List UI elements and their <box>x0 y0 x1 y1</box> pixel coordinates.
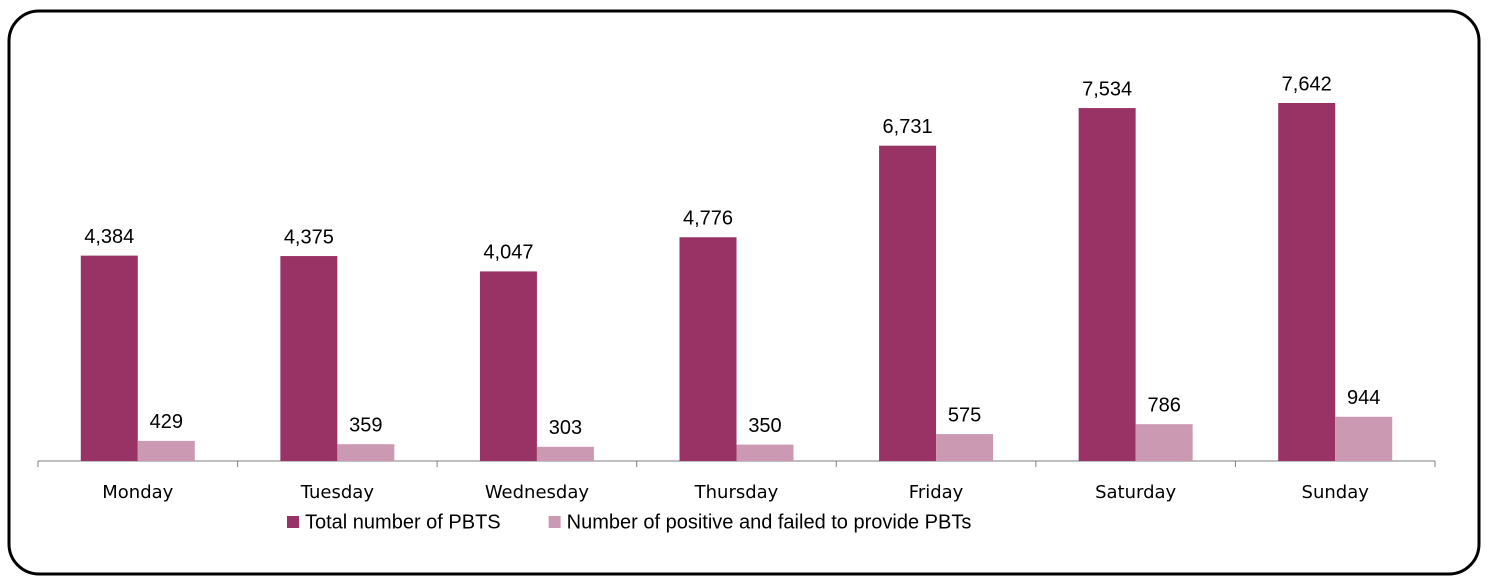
data-label: 7,534 <box>1082 78 1132 100</box>
data-label: 429 <box>150 411 183 433</box>
data-label: 350 <box>748 415 781 437</box>
bar <box>1335 416 1393 461</box>
bar <box>1135 424 1193 461</box>
legend-swatch <box>548 516 561 528</box>
data-label: 4,375 <box>284 226 334 248</box>
bar <box>936 434 994 461</box>
x-tick-label: Friday <box>909 482 964 503</box>
bar <box>137 440 195 461</box>
x-tick-label: Saturday <box>1095 482 1176 503</box>
x-tick-label: Monday <box>102 482 173 503</box>
x-tick-label: Wednesday <box>485 482 590 503</box>
data-label: 6,731 <box>883 116 933 138</box>
data-label: 4,047 <box>483 242 533 264</box>
bar <box>1078 108 1136 461</box>
data-label: 786 <box>1147 394 1180 416</box>
bar <box>280 256 338 461</box>
bar <box>1278 103 1336 461</box>
x-tick-label: Tuesday <box>300 482 375 503</box>
bar <box>879 145 937 461</box>
data-label: 575 <box>948 404 981 426</box>
x-tick-label: Sunday <box>1302 482 1370 503</box>
bar <box>337 444 395 461</box>
legend-label: Total number of PBTS <box>305 511 501 533</box>
data-label: 944 <box>1347 387 1380 409</box>
x-tick-label: Thursday <box>694 482 779 503</box>
data-label: 4,384 <box>84 226 134 248</box>
data-label: 303 <box>549 417 582 439</box>
bar <box>80 255 138 461</box>
bar <box>736 444 794 461</box>
bar <box>536 446 594 461</box>
bar <box>479 271 537 461</box>
legend-label: Number of positive and failed to provide… <box>567 511 972 533</box>
bar <box>679 237 737 461</box>
data-label: 4,776 <box>683 208 733 230</box>
data-label: 359 <box>349 414 382 436</box>
data-label: 7,642 <box>1282 73 1332 95</box>
legend-swatch <box>287 516 299 528</box>
